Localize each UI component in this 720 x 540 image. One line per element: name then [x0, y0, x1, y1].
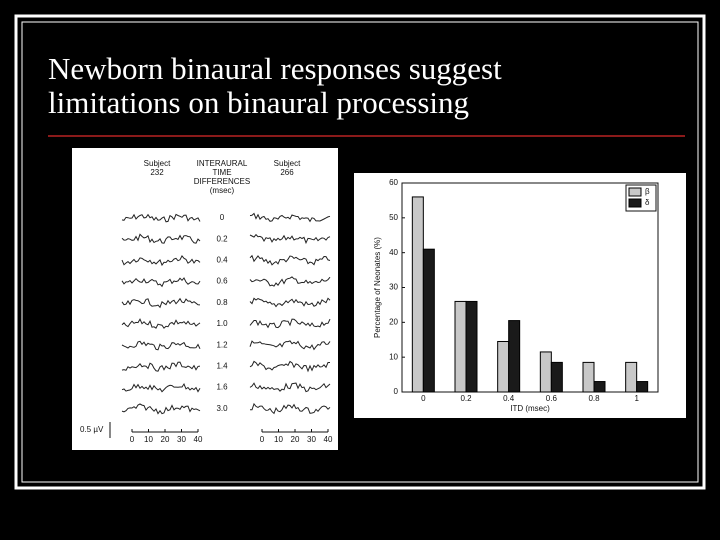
waveform	[249, 382, 331, 393]
figure-header: 266	[280, 168, 294, 177]
row-label: 0	[220, 213, 225, 222]
waveform	[121, 403, 201, 415]
figure-header: TIME	[212, 168, 231, 177]
x-tick-label: 0.2	[460, 394, 472, 403]
waveform	[121, 297, 201, 309]
waveform	[249, 297, 331, 308]
figure-header: Subject	[144, 159, 171, 168]
waveform	[121, 361, 201, 372]
bar	[539, 351, 552, 393]
bar	[454, 300, 467, 393]
figure-header: INTERAURAL	[197, 159, 248, 168]
bar	[465, 300, 478, 393]
legend-swatch	[628, 198, 642, 208]
y-tick-label: 60	[389, 178, 398, 187]
waveform	[121, 213, 201, 223]
row-label: 0.6	[216, 277, 228, 286]
figure-axis-label: 20	[161, 435, 170, 444]
row-label: 1.6	[216, 383, 228, 392]
title-line: Newborn binaural responses suggest	[48, 51, 502, 86]
bar	[636, 381, 649, 393]
figure-axis-label: 30	[177, 435, 186, 444]
row-label: 1.2	[216, 340, 228, 349]
waveform	[249, 254, 331, 266]
figure-header: DIFFERENCES	[194, 177, 250, 186]
legend-swatch	[628, 187, 642, 197]
row-label: 0.2	[216, 234, 228, 243]
figure-header: Subject	[274, 159, 301, 168]
waveform	[121, 233, 201, 244]
title-line: limitations on binaural processing	[48, 85, 469, 120]
row-label: 1.0	[216, 319, 228, 328]
waveform	[250, 402, 331, 415]
bar	[411, 196, 424, 393]
figure-axis-label: 10	[274, 435, 283, 444]
y-tick-label: 10	[389, 352, 398, 361]
legend-label: β	[645, 187, 650, 196]
frame	[14, 14, 706, 490]
figure-axis-label: 0	[260, 435, 265, 444]
waveform	[249, 360, 330, 373]
figure-axis-label: 0	[130, 435, 135, 444]
figure-panel	[72, 148, 338, 450]
legend-label: δ	[645, 198, 650, 207]
waveform	[121, 340, 201, 351]
x-tick-label: 0	[421, 394, 426, 403]
waveform	[249, 276, 331, 287]
figure-axis-label: 20	[291, 435, 300, 444]
y-tick-label: 50	[389, 213, 398, 222]
waveform	[121, 254, 201, 267]
y-tick-label: 30	[389, 283, 398, 292]
figure-header: 232	[150, 168, 164, 177]
bar	[497, 340, 510, 393]
row-label: 3.0	[216, 404, 228, 413]
bar	[508, 320, 521, 393]
frame-inner	[21, 21, 699, 483]
x-axis-label: ITD (msec)	[510, 404, 550, 413]
bar	[582, 361, 595, 393]
row-label: 0.8	[216, 298, 228, 307]
figure-header: (msec)	[210, 186, 235, 195]
waveform	[249, 318, 331, 329]
waveform	[121, 277, 201, 288]
waveform	[249, 233, 331, 245]
row-label: 0.4	[216, 256, 228, 265]
x-tick-label: 0.4	[503, 394, 515, 403]
bar	[593, 381, 606, 393]
bar	[422, 248, 435, 393]
x-tick-label: 1	[634, 394, 639, 403]
figure-axis-label: 30	[307, 435, 316, 444]
row-label: 1.4	[216, 362, 228, 371]
waveform	[121, 382, 201, 393]
waveform	[249, 340, 331, 351]
figure-axis-label: 10	[144, 435, 153, 444]
x-tick-label: 0.8	[588, 394, 600, 403]
y-tick-label: 0	[394, 387, 399, 396]
waveform	[121, 318, 201, 329]
waveform	[249, 212, 331, 223]
bar	[550, 361, 563, 393]
y-tick-label: 20	[389, 317, 398, 326]
x-tick-label: 0.6	[546, 394, 558, 403]
figure-axis-label: 40	[194, 435, 203, 444]
bar	[625, 361, 638, 393]
y-tick-label: 40	[389, 248, 398, 257]
figure-axis-label: 40	[324, 435, 333, 444]
scale-label: 0.5 µV	[80, 425, 104, 434]
y-axis-label: Percentage of Neonates (%)	[373, 237, 382, 338]
